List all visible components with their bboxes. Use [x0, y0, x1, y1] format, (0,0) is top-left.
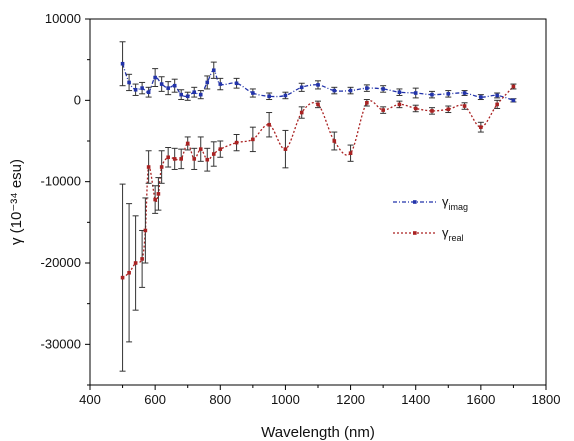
data-point: [381, 108, 385, 112]
data-point: [199, 147, 203, 151]
data-point: [173, 84, 177, 88]
data-point: [173, 157, 177, 161]
legend-marker: [413, 200, 417, 204]
data-point: [205, 158, 209, 162]
data-point: [166, 155, 170, 159]
data-point: [212, 68, 216, 72]
data-point: [140, 86, 144, 90]
data-point: [235, 141, 239, 145]
data-point: [463, 91, 467, 95]
data-point: [153, 76, 157, 80]
y-tick-label: 0: [74, 92, 81, 107]
data-point: [192, 90, 196, 94]
x-tick-label: 1600: [466, 392, 495, 407]
x-tick-label: 1000: [271, 392, 300, 407]
legend-label: γimag: [442, 194, 468, 212]
data-point: [218, 82, 222, 86]
data-point: [166, 86, 170, 90]
legend-item-1: γreal: [393, 225, 464, 243]
series-0: [120, 42, 517, 102]
axis-ticks: 400 600 800 1000 1200 1400 1600 1800 10000 0 -1000…: [41, 11, 561, 407]
y-tick-label: 10000: [45, 11, 81, 26]
data-point: [381, 87, 385, 91]
data-point: [512, 85, 516, 89]
data-point: [160, 82, 164, 86]
data-point: [251, 138, 255, 142]
data-point: [192, 157, 196, 161]
x-tick-label: 400: [79, 392, 101, 407]
data-point: [157, 192, 161, 196]
y-tick-label: -20000: [41, 255, 81, 270]
data-point: [446, 92, 450, 96]
data-point: [479, 95, 483, 99]
data-point: [186, 142, 190, 146]
x-tick-label: 1400: [401, 392, 430, 407]
data-point: [127, 81, 131, 85]
data-point: [284, 147, 288, 151]
data-point: [127, 271, 131, 275]
data-point: [398, 103, 402, 107]
data-point: [414, 91, 418, 95]
data-point: [140, 257, 144, 261]
x-axis-title: Wavelength (nm): [261, 424, 375, 441]
data-point: [316, 103, 320, 107]
data-point: [365, 86, 369, 90]
data-point: [199, 93, 203, 97]
data-point: [212, 152, 216, 156]
data-point: [365, 101, 369, 105]
data-point: [495, 103, 499, 107]
legend-label: γreal: [442, 225, 464, 243]
series-1: [120, 84, 517, 371]
data-point: [446, 107, 450, 111]
x-tick-label: 800: [209, 392, 231, 407]
data-point: [430, 109, 434, 113]
x-tick-label: 1200: [336, 392, 365, 407]
y-tick-label: -10000: [41, 174, 81, 189]
legend-marker: [413, 231, 417, 235]
y-axis-title: γ (10⁻³⁴ esu): [8, 159, 25, 245]
data-point: [316, 83, 320, 87]
data-point: [300, 86, 304, 90]
data-point: [134, 261, 138, 265]
data-point: [121, 62, 125, 66]
data-point: [349, 151, 353, 155]
data-point: [300, 111, 304, 115]
data-point: [414, 107, 418, 111]
data-point: [160, 165, 164, 169]
data-point: [235, 81, 239, 85]
data-point: [332, 139, 336, 143]
data-point: [251, 91, 255, 95]
data-point: [134, 88, 138, 92]
data-point: [495, 94, 499, 98]
legend: γimag γreal: [393, 194, 468, 243]
data-point: [267, 94, 271, 98]
data-point: [147, 90, 151, 94]
data-point: [144, 229, 148, 233]
x-tick-label: 1800: [532, 392, 561, 407]
y-tick-label: -30000: [41, 336, 81, 351]
data-point: [121, 276, 125, 280]
data-point: [430, 93, 434, 97]
data-point: [284, 94, 288, 98]
data-point: [147, 165, 151, 169]
legend-item-0: γimag: [393, 194, 468, 212]
data-point: [332, 89, 336, 93]
data-point: [153, 198, 157, 202]
data-point: [267, 123, 271, 127]
data-point: [479, 125, 483, 129]
data-point: [398, 90, 402, 94]
data-point: [463, 104, 467, 108]
series-line: [123, 87, 514, 278]
data-point: [179, 157, 183, 161]
data-point: [179, 93, 183, 97]
data-point: [218, 147, 222, 151]
data-point: [512, 99, 516, 103]
data-point: [349, 89, 353, 93]
data-point: [205, 81, 209, 85]
x-tick-label: 600: [144, 392, 166, 407]
data-point: [186, 94, 190, 98]
